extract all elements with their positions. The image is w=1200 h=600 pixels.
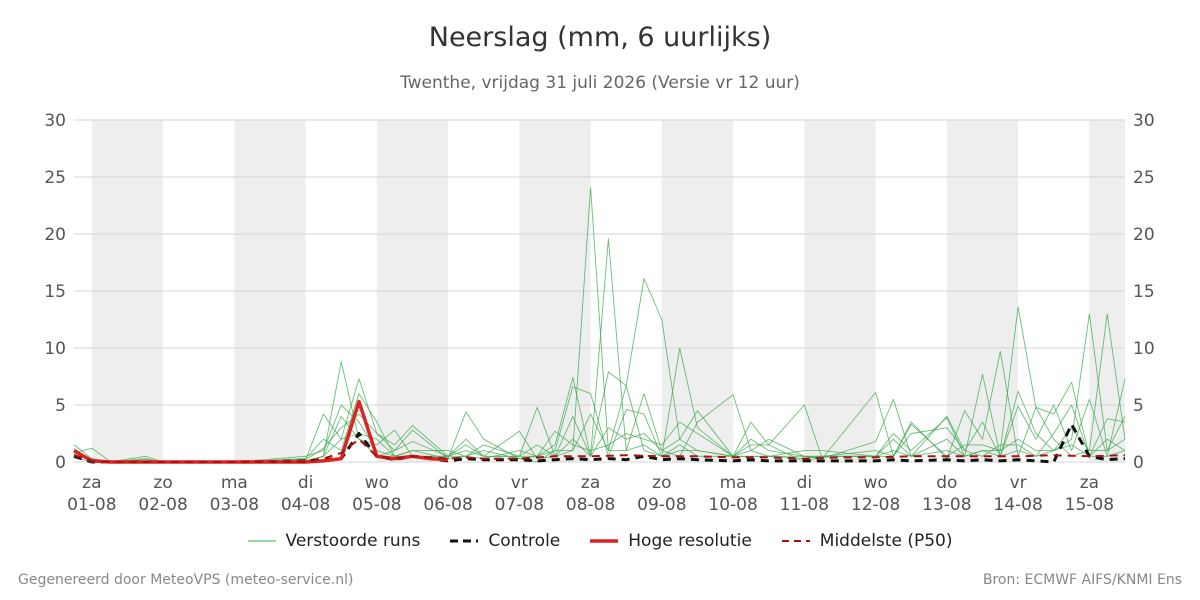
- x-tick-date-label: 14-08: [993, 495, 1042, 515]
- legend-item-middelste[interactable]: Middelste (P50): [781, 531, 953, 551]
- legend-item-hoge-resolutie[interactable]: Hoge resolutie: [590, 531, 752, 551]
- y-tick-label-right: 0: [1133, 453, 1144, 473]
- x-tick-date-label: 10-08: [708, 495, 757, 515]
- legend-label: Controle: [488, 531, 561, 551]
- x-tick-date-label: 03-08: [210, 495, 259, 515]
- x-tick-date-label: 06-08: [423, 495, 472, 515]
- x-tick-date-label: 15-08: [1065, 495, 1114, 515]
- x-tick-date-label: 01-08: [67, 495, 116, 515]
- y-tick-label-left: 15: [44, 282, 66, 302]
- y-tick-label-right: 25: [1133, 168, 1155, 188]
- legend-swatch-dashed-black: [450, 539, 479, 543]
- x-tick-day-label: zo: [652, 473, 671, 493]
- x-tick-day-label: di: [797, 473, 813, 493]
- legend-item-controle[interactable]: Controle: [450, 531, 560, 551]
- x-tick-date-label: 12-08: [851, 495, 900, 515]
- x-tick-date-label: 11-08: [780, 495, 829, 515]
- x-tick-date-label: 07-08: [495, 495, 544, 515]
- x-tick-day-label: do: [936, 473, 957, 493]
- legend-label: Verstoorde runs: [285, 531, 421, 551]
- x-tick-date-label: 04-08: [281, 495, 330, 515]
- y-tick-label-right: 10: [1133, 339, 1155, 359]
- x-tick-day-label: vr: [1010, 473, 1027, 493]
- x-tick-day-label: za: [581, 473, 600, 493]
- x-tick-day-label: za: [82, 473, 101, 493]
- y-tick-label-left: 0: [55, 453, 66, 473]
- y-tick-label-right: 15: [1133, 282, 1155, 302]
- chart-legend: Verstoorde runs Controle Hoge resolutie …: [0, 531, 1200, 551]
- x-tick-day-label: wo: [863, 473, 887, 493]
- legend-swatch-thin-green: [247, 540, 276, 542]
- ensemble-run-line: [73, 413, 1126, 463]
- y-tick-label-right: 20: [1133, 225, 1155, 245]
- x-tick-day-label: do: [437, 473, 458, 493]
- p50-line: [73, 438, 1126, 463]
- legend-swatch-thick-red: [590, 539, 619, 543]
- x-tick-date-label: 02-08: [138, 495, 187, 515]
- y-tick-label-left: 10: [44, 339, 66, 359]
- y-tick-label-left: 20: [44, 225, 66, 245]
- x-tick-day-label: ma: [221, 473, 248, 493]
- ensemble-run-line: [73, 313, 1126, 463]
- y-tick-label-left: 5: [55, 396, 66, 416]
- x-tick-date-label: 08-08: [566, 495, 615, 515]
- y-tick-label-left: 25: [44, 168, 66, 188]
- legend-swatch-dashed-red: [781, 540, 810, 542]
- x-tick-date-label: 13-08: [922, 495, 971, 515]
- legend-item-verstoorde-runs[interactable]: Verstoorde runs: [247, 531, 421, 551]
- x-tick-day-label: vr: [511, 473, 528, 493]
- legend-label: Middelste (P50): [819, 531, 953, 551]
- y-tick-label-right: 5: [1133, 396, 1144, 416]
- x-tick-day-label: wo: [365, 473, 389, 493]
- y-tick-label-right: 30: [1133, 111, 1155, 131]
- chart-subtitle: Twenthe, vrijdag 31 juli 2026 (Versie vr…: [400, 73, 800, 93]
- legend-label: Hoge resolutie: [628, 531, 752, 551]
- x-tick-date-label: 05-08: [352, 495, 401, 515]
- x-tick-day-label: ma: [720, 473, 747, 493]
- x-tick-day-label: zo: [153, 473, 172, 493]
- y-tick-label-left: 30: [44, 111, 66, 131]
- x-tick-day-label: di: [298, 473, 314, 493]
- ensemble-run-line: [73, 238, 1126, 463]
- footer-source: Bron: ECMWF AIFS/KNMI Ens: [982, 572, 1182, 588]
- ensemble-run-line: [73, 313, 1126, 463]
- x-tick-date-label: 09-08: [637, 495, 686, 515]
- footer-generated-by: Gegenereerd door MeteoVPS (meteo-service…: [18, 572, 354, 588]
- x-tick-day-label: za: [1080, 473, 1099, 493]
- chart-title: Neerslag (mm, 6 uurlijks): [428, 22, 772, 53]
- ensemble-run-line: [73, 413, 1126, 463]
